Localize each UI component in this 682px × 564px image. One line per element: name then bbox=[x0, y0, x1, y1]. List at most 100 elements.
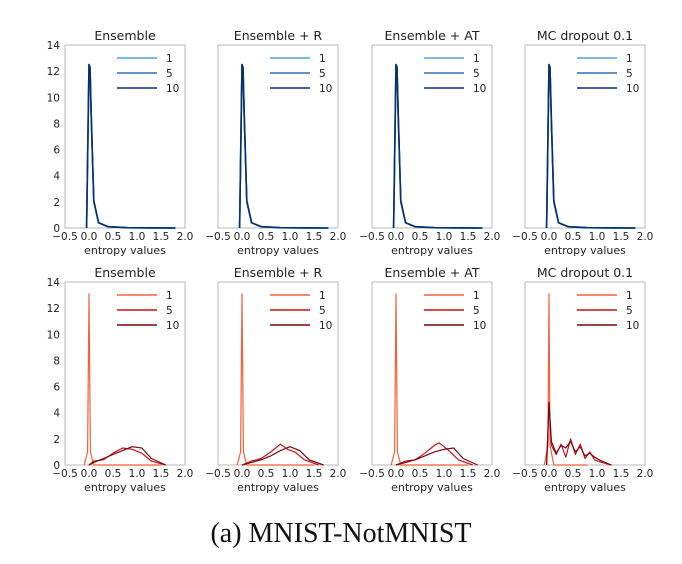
panel-title: Ensemble + AT bbox=[385, 28, 480, 43]
x-tick-label: 1.5 bbox=[613, 468, 630, 480]
y-tick-label: 14 bbox=[47, 40, 61, 52]
x-axis-label: entropy values bbox=[391, 244, 473, 257]
series-line-10 bbox=[545, 63, 636, 229]
x-axis-label: entropy values bbox=[391, 481, 473, 494]
x-tick-label: 1.0 bbox=[282, 468, 299, 480]
x-tick-label: −0.5 bbox=[359, 231, 385, 243]
y-tick-label: 2 bbox=[53, 197, 60, 209]
series-line-10 bbox=[546, 401, 612, 466]
x-tick-label: 0.5 bbox=[412, 468, 429, 480]
legend-label: 5 bbox=[626, 305, 633, 317]
legend-label: 10 bbox=[166, 83, 179, 95]
legend-label: 1 bbox=[626, 290, 633, 302]
x-axis-label: entropy values bbox=[544, 244, 626, 257]
y-tick-label: 0 bbox=[53, 223, 60, 235]
series-line-1 bbox=[390, 293, 468, 466]
x-tick-label: 0.0 bbox=[81, 468, 98, 480]
x-tick-label: 2.0 bbox=[330, 231, 347, 243]
legend-label: 5 bbox=[166, 305, 173, 317]
x-tick-label: 1.5 bbox=[306, 231, 323, 243]
series-line-1 bbox=[83, 293, 161, 466]
legend-label: 1 bbox=[166, 53, 173, 65]
legend-label: 10 bbox=[626, 83, 639, 95]
series-line-5 bbox=[85, 63, 176, 229]
legend-label: 5 bbox=[473, 68, 480, 80]
legend-label: 5 bbox=[166, 68, 173, 80]
series-line-5 bbox=[241, 443, 320, 466]
series-line-5 bbox=[545, 63, 636, 229]
x-tick-label: −0.5 bbox=[512, 231, 538, 243]
x-tick-label: −0.5 bbox=[512, 468, 538, 480]
panel-title: Ensemble + R bbox=[234, 265, 323, 280]
x-tick-label: 0.5 bbox=[565, 468, 582, 480]
x-tick-label: 2.0 bbox=[177, 468, 194, 480]
x-tick-label: 0.0 bbox=[541, 468, 558, 480]
y-tick-label: 12 bbox=[47, 66, 60, 78]
x-axis-label: entropy values bbox=[544, 481, 626, 494]
x-tick-label: 0.5 bbox=[412, 231, 429, 243]
legend-label: 1 bbox=[626, 53, 633, 65]
x-tick-label: 1.0 bbox=[129, 231, 146, 243]
series-line-1 bbox=[236, 293, 314, 466]
series-line-10 bbox=[395, 447, 478, 466]
y-tick-label: 4 bbox=[53, 171, 60, 183]
x-tick-label: 0.5 bbox=[105, 468, 122, 480]
x-tick-label: 1.5 bbox=[460, 468, 477, 480]
panel-title: Ensemble bbox=[94, 265, 156, 280]
panel-title: Ensemble + R bbox=[234, 28, 323, 43]
x-tick-label: −0.5 bbox=[205, 231, 231, 243]
legend-label: 5 bbox=[473, 305, 480, 317]
x-tick-label: −0.5 bbox=[52, 468, 78, 480]
x-tick-label: 0.5 bbox=[565, 231, 582, 243]
x-tick-label: 2.0 bbox=[484, 231, 501, 243]
x-tick-label: 1.0 bbox=[436, 231, 453, 243]
legend-label: 1 bbox=[166, 290, 173, 302]
x-axis-label: entropy values bbox=[237, 481, 319, 494]
x-tick-label: 1.5 bbox=[306, 468, 323, 480]
x-tick-label: 1.0 bbox=[129, 468, 146, 480]
x-tick-label: 2.0 bbox=[637, 231, 654, 243]
panel-title: Ensemble + AT bbox=[385, 265, 480, 280]
x-axis-label: entropy values bbox=[84, 481, 166, 494]
panel-title: MC dropout 0.1 bbox=[537, 28, 633, 43]
panel-title: Ensemble bbox=[94, 28, 156, 43]
legend-label: 5 bbox=[319, 68, 326, 80]
y-tick-label: 10 bbox=[47, 92, 60, 104]
series-line-10 bbox=[88, 446, 167, 466]
y-tick-label: 14 bbox=[47, 277, 61, 289]
legend-label: 10 bbox=[473, 320, 486, 332]
y-tick-label: 8 bbox=[53, 118, 60, 130]
series-line-5 bbox=[395, 442, 474, 466]
y-tick-label: 2 bbox=[53, 434, 60, 446]
x-tick-label: −0.5 bbox=[52, 231, 78, 243]
x-axis-label: entropy values bbox=[84, 244, 166, 257]
x-tick-label: 0.5 bbox=[258, 468, 275, 480]
x-tick-label: −0.5 bbox=[359, 468, 385, 480]
x-tick-label: 1.0 bbox=[436, 468, 453, 480]
x-tick-label: 1.0 bbox=[282, 231, 299, 243]
x-tick-label: 0.0 bbox=[234, 468, 251, 480]
series-line-10 bbox=[241, 446, 324, 466]
legend-label: 10 bbox=[473, 83, 486, 95]
x-tick-label: 2.0 bbox=[484, 468, 501, 480]
x-tick-label: 0.0 bbox=[234, 231, 251, 243]
x-tick-label: 0.5 bbox=[258, 231, 275, 243]
legend-label: 1 bbox=[473, 53, 480, 65]
x-tick-label: 1.5 bbox=[613, 231, 630, 243]
x-tick-label: 1.0 bbox=[589, 231, 606, 243]
x-tick-label: 0.0 bbox=[388, 231, 405, 243]
y-tick-label: 6 bbox=[53, 382, 60, 394]
x-tick-label: 2.0 bbox=[330, 468, 347, 480]
series-line-10 bbox=[238, 63, 329, 229]
series-line-1 bbox=[85, 65, 176, 229]
x-tick-label: 1.5 bbox=[460, 231, 477, 243]
legend-label: 10 bbox=[166, 320, 179, 332]
series-line-10 bbox=[85, 63, 176, 229]
series-line-10 bbox=[392, 63, 483, 229]
legend-label: 1 bbox=[473, 290, 480, 302]
x-tick-label: −0.5 bbox=[205, 468, 231, 480]
series-line-1 bbox=[545, 65, 636, 229]
panel-title: MC dropout 0.1 bbox=[537, 265, 633, 280]
y-tick-label: 0 bbox=[53, 460, 60, 472]
